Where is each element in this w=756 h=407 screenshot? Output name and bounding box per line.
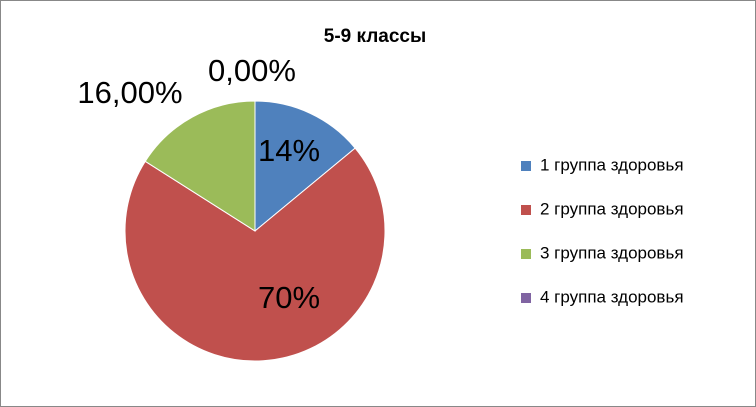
legend-label: 1 группа здоровья (540, 155, 684, 174)
legend-swatch (521, 249, 531, 259)
data-label: 14% (258, 133, 320, 168)
pie-slice (124, 147, 386, 362)
legend-label: 2 группа здоровья (540, 199, 684, 218)
data-label: 0,00% (208, 53, 296, 88)
legend-label: 4 группа здоровья (540, 287, 684, 306)
pie-slice (254, 100, 356, 233)
legend-swatch (521, 161, 531, 171)
pie-slice (144, 100, 256, 232)
chart-title: 5-9 классы (324, 26, 426, 47)
data-label: 70% (258, 280, 320, 315)
legend-swatch (521, 205, 531, 215)
legend-swatch (521, 293, 531, 303)
data-label: 16,00% (77, 75, 182, 110)
legend-label: 3 группа здоровья (540, 243, 684, 262)
